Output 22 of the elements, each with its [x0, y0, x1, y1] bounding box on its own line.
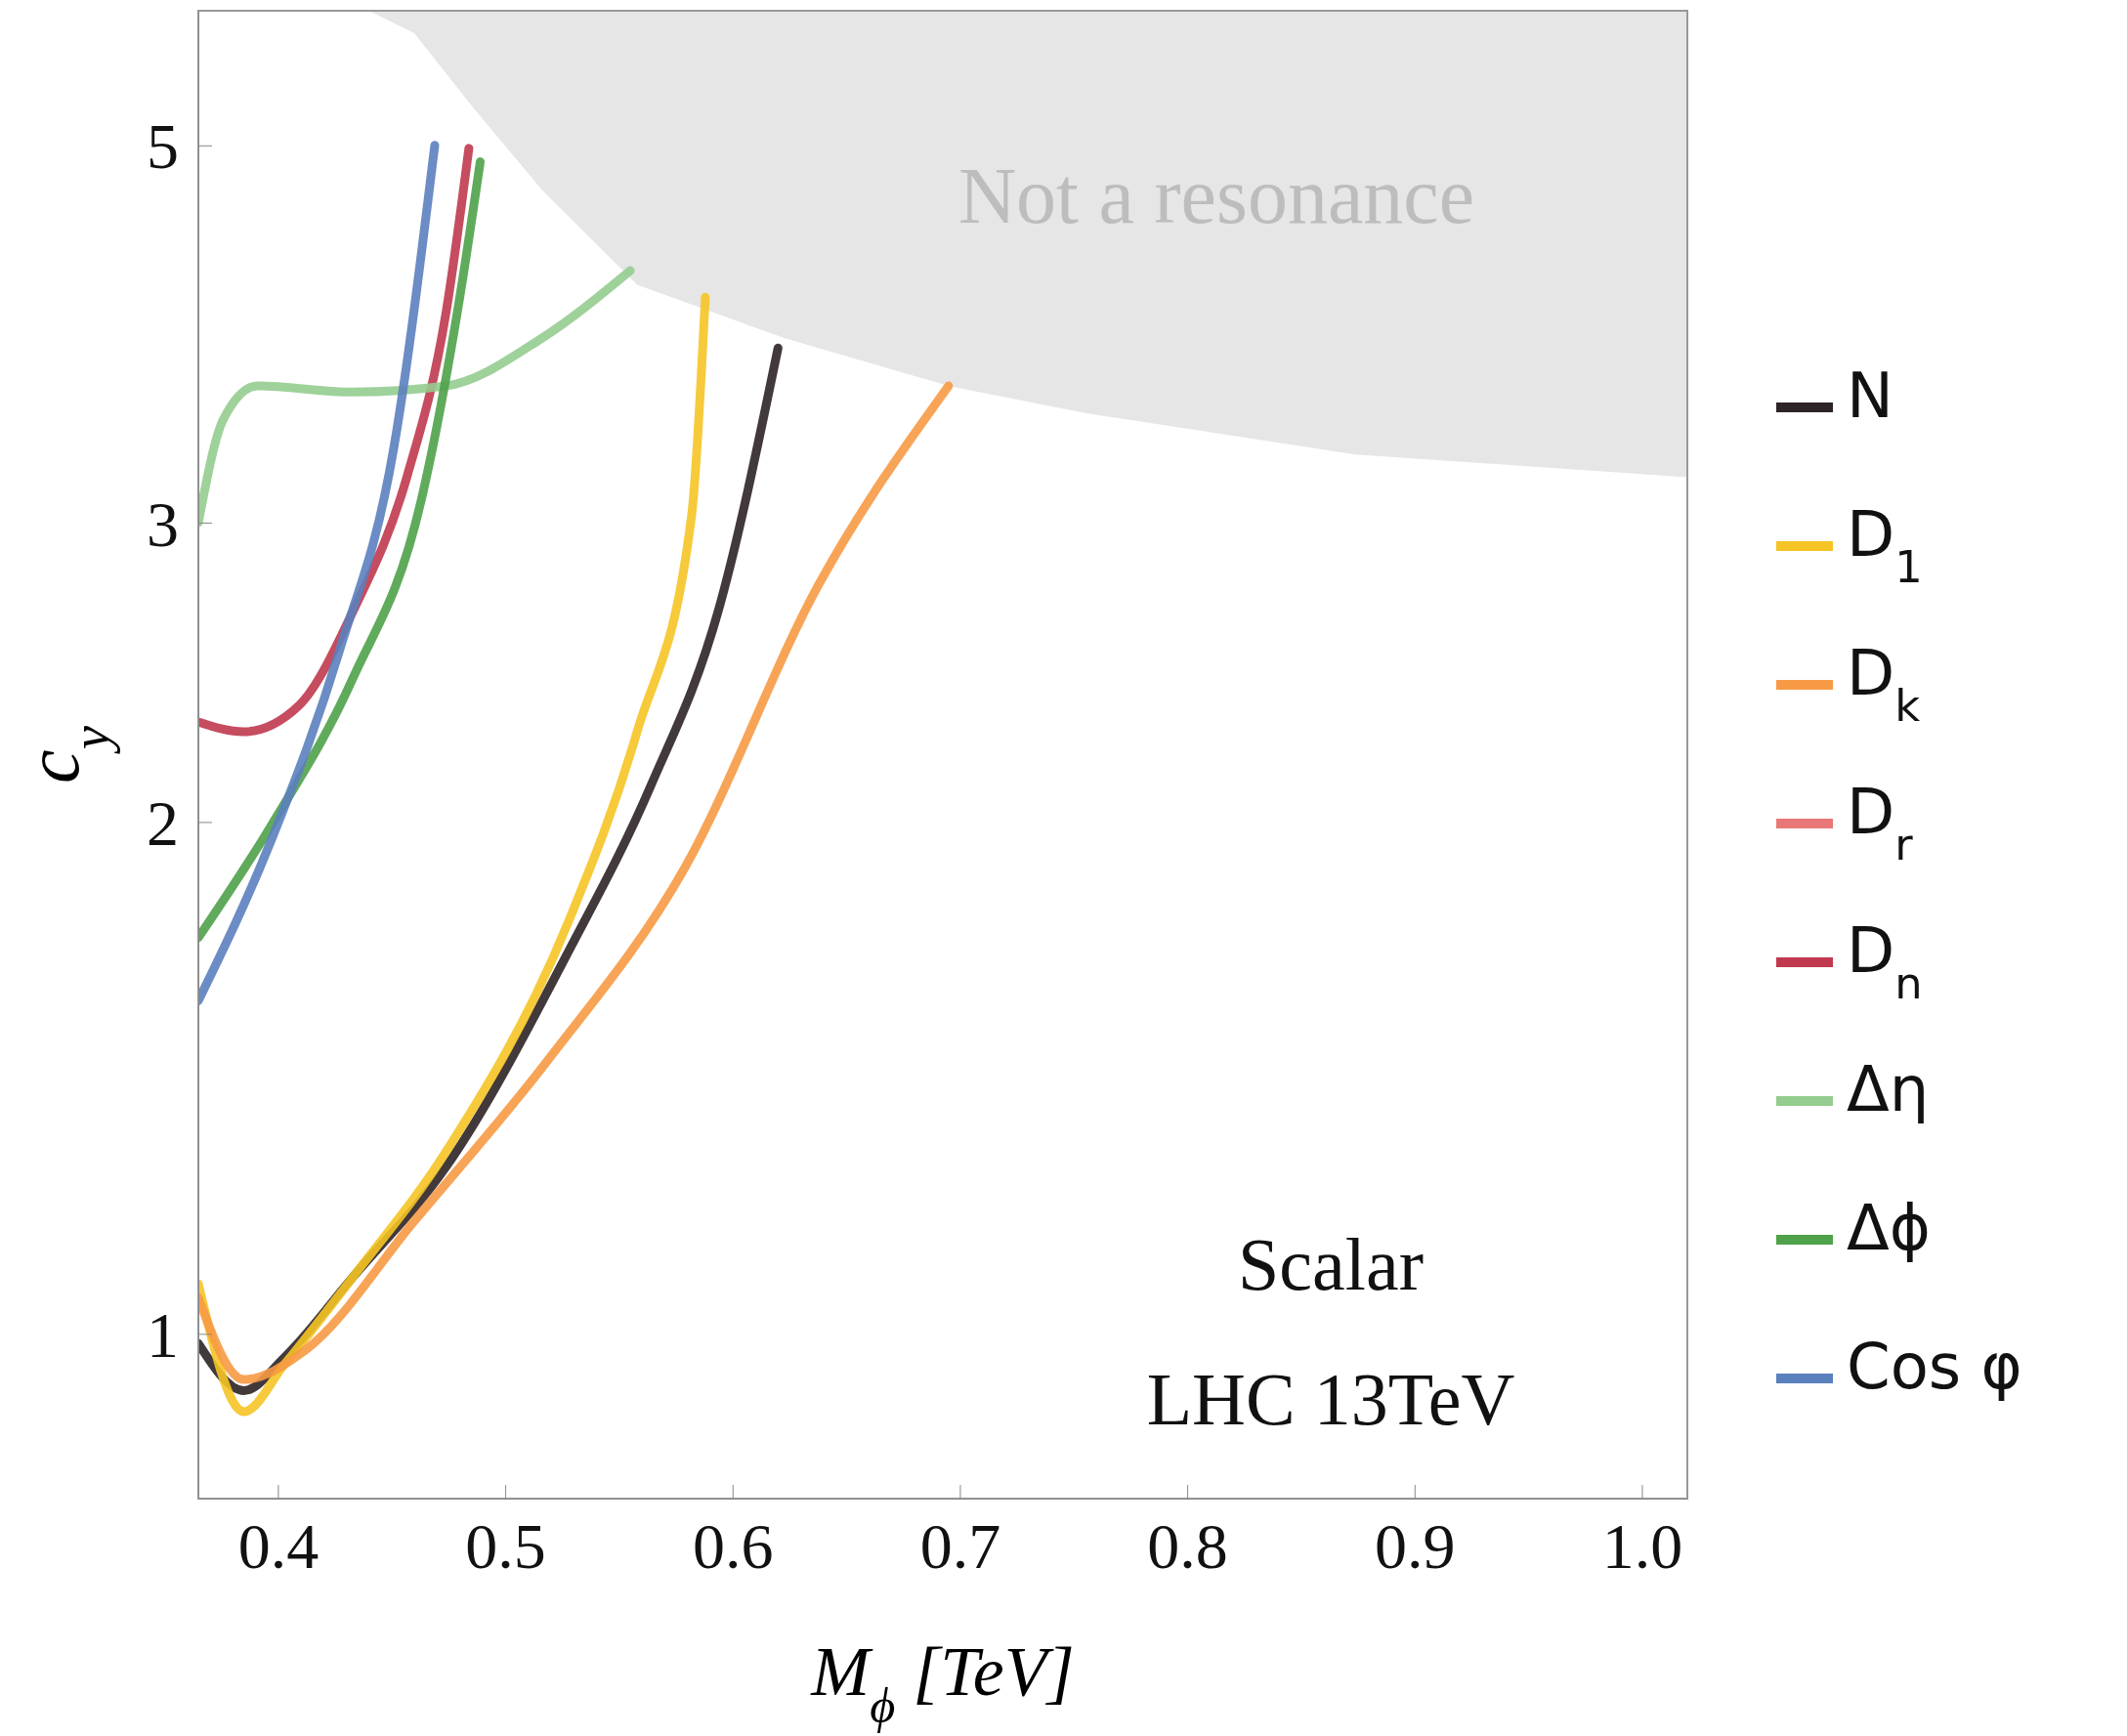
annotation: Scalar — [1238, 1223, 1424, 1305]
legend-label: D$_{r}$ — [1847, 776, 1914, 870]
legend-label: Cos φ — [1847, 1331, 2022, 1403]
x-tick-label: 1.0 — [1601, 1509, 1683, 1582]
x-tick-label: 0.5 — [465, 1509, 546, 1582]
y-tick-label: 1 — [147, 1298, 179, 1371]
x-tick-label: 0.4 — [237, 1509, 319, 1582]
y-tick-label: 2 — [147, 787, 179, 860]
x-tick-label: 0.6 — [693, 1509, 774, 1582]
legend-label: N — [1847, 360, 1893, 432]
legend-label: Δη — [1847, 1053, 1930, 1125]
legend-label: D$_{n}$ — [1847, 914, 1923, 1009]
y-tick-label: 5 — [147, 110, 179, 183]
x-axis-title: M$_{ϕ}$ [TeV] — [810, 1632, 1075, 1733]
legend-label: D$_{k}$ — [1847, 637, 1921, 732]
x-tick-label: 0.9 — [1375, 1509, 1456, 1582]
legend-label: Δϕ — [1847, 1192, 1931, 1264]
y-tick-label: 3 — [147, 487, 179, 560]
x-tick-label: 0.8 — [1147, 1509, 1228, 1582]
x-tick-label: 0.7 — [919, 1509, 1001, 1582]
annotation: LHC 13TeV — [1146, 1358, 1515, 1440]
legend-label: D$_{1}$ — [1847, 498, 1923, 593]
